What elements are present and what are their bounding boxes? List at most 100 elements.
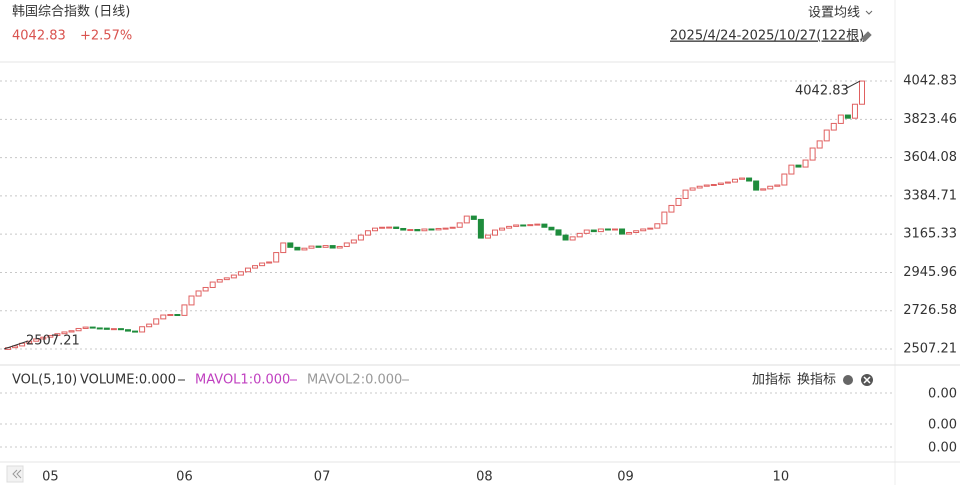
volume-title: VOL(5,10) bbox=[12, 373, 77, 388]
candle bbox=[117, 328, 124, 331]
candle bbox=[287, 242, 294, 248]
candle bbox=[781, 173, 788, 186]
candle bbox=[61, 331, 68, 335]
candle bbox=[844, 114, 851, 119]
x-tick-label: 08 bbox=[476, 470, 493, 485]
date-range[interactable]: 2025/4/24-2025/10/27(122根) bbox=[670, 29, 864, 44]
candle bbox=[68, 330, 75, 333]
candle bbox=[739, 177, 746, 180]
candle bbox=[753, 180, 760, 191]
candle bbox=[244, 267, 251, 273]
switch-indicator[interactable]: 换指标 bbox=[797, 373, 836, 388]
max-arrow bbox=[844, 80, 861, 90]
candle bbox=[47, 334, 54, 338]
y-tick-label: 3604.08 bbox=[903, 150, 957, 165]
y-tick-label: 4042.83 bbox=[903, 74, 957, 89]
candle bbox=[252, 265, 259, 269]
add-indicator[interactable]: 加指标 bbox=[752, 373, 791, 388]
candle bbox=[372, 227, 379, 232]
candle bbox=[506, 225, 513, 229]
candle bbox=[12, 345, 19, 349]
x-tick-label: 05 bbox=[42, 470, 59, 485]
candle bbox=[626, 231, 633, 235]
candle bbox=[350, 239, 357, 244]
candle bbox=[301, 247, 308, 251]
candle bbox=[357, 234, 364, 241]
chart-title: 韩国综合指数 (日线) bbox=[12, 5, 130, 20]
candle bbox=[788, 164, 795, 175]
candle bbox=[414, 229, 421, 232]
candle bbox=[223, 277, 230, 281]
mavol1: MAVOL1:0.000 bbox=[195, 373, 290, 388]
candle bbox=[266, 261, 273, 264]
candle bbox=[774, 184, 781, 187]
candle bbox=[132, 330, 139, 333]
candle bbox=[96, 327, 103, 330]
price: 4042.83 bbox=[12, 29, 66, 44]
candle bbox=[675, 197, 682, 206]
candle bbox=[379, 226, 386, 229]
candle bbox=[329, 245, 336, 249]
candle bbox=[364, 230, 371, 236]
candle bbox=[456, 222, 463, 228]
candle bbox=[146, 323, 153, 328]
candle bbox=[421, 228, 428, 232]
candle bbox=[830, 122, 837, 131]
volume-tick: 0.00 bbox=[928, 387, 957, 402]
change: +2.57% bbox=[80, 29, 132, 44]
candle bbox=[103, 327, 110, 330]
candle bbox=[619, 228, 626, 235]
candle bbox=[442, 227, 449, 230]
candle bbox=[710, 184, 717, 187]
candle bbox=[633, 230, 640, 233]
candle bbox=[336, 245, 343, 249]
candle bbox=[280, 242, 287, 254]
candle bbox=[407, 229, 414, 232]
mavol2: MAVOL2:0.000 bbox=[307, 373, 402, 388]
candle bbox=[534, 223, 541, 226]
candle bbox=[343, 242, 350, 247]
gear-icon[interactable] bbox=[843, 375, 853, 385]
candle bbox=[26, 340, 33, 344]
candle bbox=[597, 228, 604, 233]
candle bbox=[717, 182, 724, 186]
x-tick-label: 10 bbox=[773, 470, 790, 485]
candle bbox=[576, 232, 583, 238]
candle bbox=[724, 181, 731, 184]
candle bbox=[746, 177, 753, 182]
candle bbox=[470, 215, 477, 220]
candle bbox=[816, 140, 823, 149]
candle bbox=[760, 188, 767, 191]
pin-icon[interactable] bbox=[859, 31, 872, 42]
candle bbox=[661, 211, 668, 225]
close-x bbox=[863, 376, 871, 384]
candle bbox=[40, 336, 47, 340]
candle bbox=[82, 326, 89, 329]
candle bbox=[520, 224, 527, 227]
candle bbox=[463, 215, 470, 224]
settings-button[interactable]: 设置均线 bbox=[808, 6, 860, 21]
scroll-left[interactable] bbox=[6, 465, 24, 483]
candle bbox=[393, 226, 400, 229]
candle bbox=[188, 295, 195, 306]
candle bbox=[209, 281, 216, 288]
candle bbox=[668, 204, 675, 213]
candle bbox=[124, 329, 131, 332]
candle bbox=[583, 229, 590, 234]
volume-tick: 0.00 bbox=[928, 441, 957, 456]
chevron-icon bbox=[865, 10, 873, 15]
candle bbox=[823, 129, 830, 142]
candle bbox=[513, 224, 520, 227]
candle bbox=[527, 224, 534, 227]
volume-item: VOLUME:0.000 bbox=[80, 373, 176, 388]
candle bbox=[859, 80, 865, 105]
candle bbox=[555, 229, 562, 236]
candle bbox=[315, 245, 322, 248]
candle bbox=[611, 228, 618, 231]
max-label: 4042.83 bbox=[795, 84, 849, 99]
y-tick-label: 3823.46 bbox=[903, 112, 957, 127]
candle bbox=[75, 327, 82, 332]
x-tick-label: 07 bbox=[314, 470, 331, 485]
candle bbox=[590, 229, 597, 233]
